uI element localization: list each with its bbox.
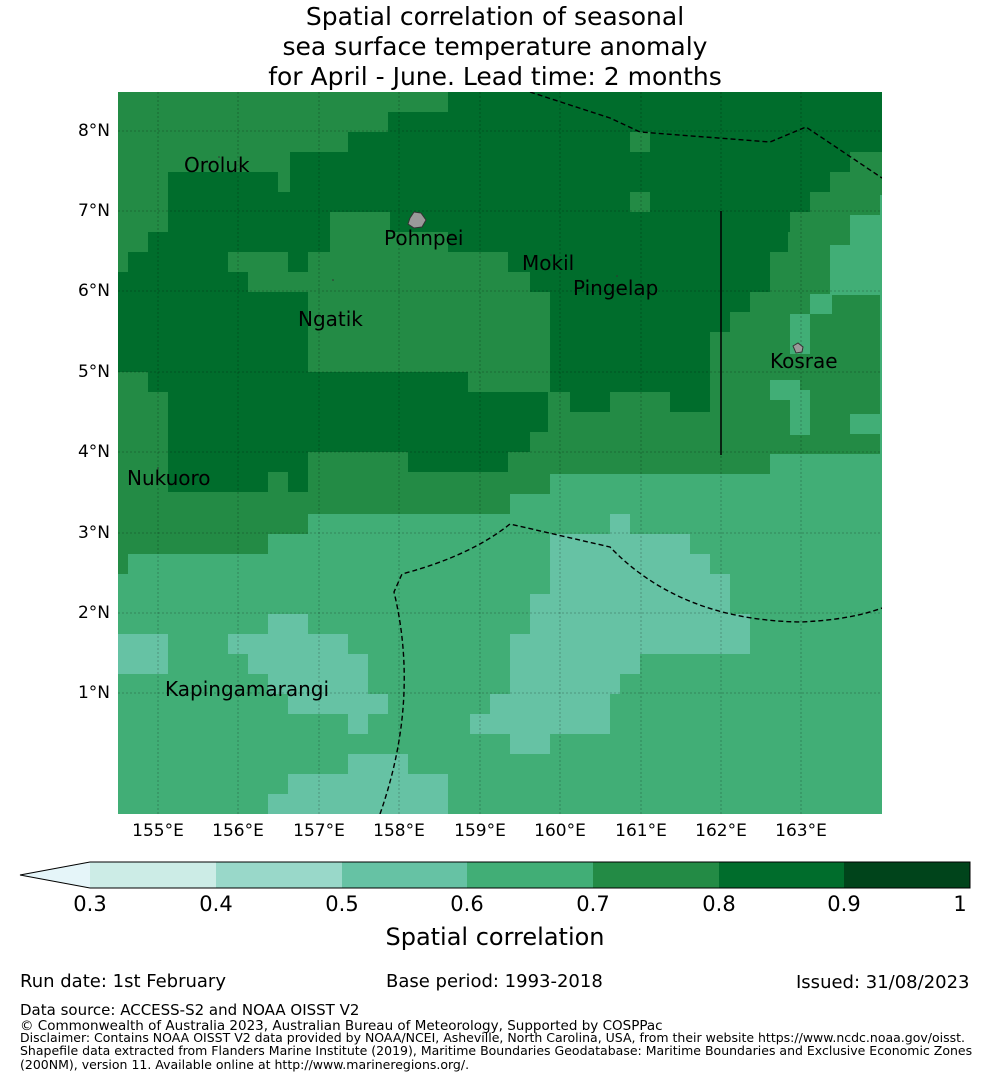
chart-title: Spatial correlation of seasonal sea surf… <box>0 2 990 92</box>
correlation-zone-0.5 <box>118 514 750 814</box>
copyright: © Commonwealth of Australia 2023, Austra… <box>20 1018 663 1034</box>
colorbar-segment-0.8 <box>719 862 844 888</box>
title-line-3: for April - June. Lead time: 2 months <box>268 62 722 91</box>
lat-tick-6n: 6°N <box>77 281 110 301</box>
colorbar-segment-0.9 <box>844 862 970 888</box>
place-kosrae: Kosrae <box>770 349 838 373</box>
colorbar-label: Spatial correlation <box>385 923 605 951</box>
lat-tick-1n: 1°N <box>77 683 110 703</box>
place-kapingamarangi: Kapingamarangi <box>165 677 330 701</box>
kosrae-island <box>792 342 804 354</box>
oroluk-atoll <box>218 156 220 158</box>
place-pingelap: Pingelap <box>573 276 659 300</box>
colorbar-tick-0.9: 0.9 <box>827 892 861 916</box>
pohnpei-island <box>407 211 427 229</box>
title-line-2: sea surface temperature anomaly <box>282 32 708 61</box>
colorbar-segment-0.4 <box>216 862 342 888</box>
colorbar-segment-0.3 <box>90 862 216 888</box>
colorbar <box>19 861 971 889</box>
lat-tick-5n: 5°N <box>77 362 110 382</box>
place-mokil: Mokil <box>522 251 575 275</box>
lat-tick-8n: 8°N <box>77 121 110 141</box>
colorbar-tick-0.6: 0.6 <box>450 892 484 916</box>
correlation-zone-0.7-central <box>118 132 650 392</box>
shapefile-credit-2: (200NM), version 11. Available online at… <box>20 1057 470 1072</box>
colorbar-segment-0.7 <box>593 862 719 888</box>
graticule <box>118 92 882 814</box>
lon-tick-155e: 155°E <box>132 821 184 841</box>
colorbar-segment-0.6 <box>467 862 593 888</box>
place-pohnpei: Pohnpei <box>384 226 464 250</box>
shapefile-credit-1: Shapefile data extracted from Flanders M… <box>20 1043 973 1058</box>
lon-tick-156e: 156°E <box>212 821 264 841</box>
lat-tick-7n: 7°N <box>77 201 110 221</box>
lon-tick-163e: 163°E <box>775 821 827 841</box>
place-nukuoro: Nukuoro <box>127 466 211 490</box>
map <box>118 92 882 814</box>
colorbar-tick-0.4: 0.4 <box>199 892 233 916</box>
lat-tick-4n: 4°N <box>77 442 110 462</box>
place-ngatik: Ngatik <box>298 307 363 331</box>
ngatik-atoll <box>332 279 334 281</box>
lon-tick-157e: 157°E <box>293 821 345 841</box>
mokil-atoll <box>550 254 552 256</box>
colorbar-tick-0.3: 0.3 <box>73 892 107 916</box>
run-date: Run date: 1st February <box>20 971 226 992</box>
colorbar-tick-0.7: 0.7 <box>576 892 610 916</box>
disclaimer: Disclaimer: Contains NOAA OISST V2 data … <box>20 1030 965 1045</box>
colorbar-tick-0.5: 0.5 <box>325 892 359 916</box>
data-source: Data source: ACCESS-S2 and NOAA OISST V2 <box>20 1001 360 1019</box>
colorbar-tick-0.8: 0.8 <box>702 892 736 916</box>
colorbar-tick-1: 1 <box>953 892 967 916</box>
nukuoro-atoll <box>157 467 159 469</box>
lat-tick-3n: 3°N <box>77 523 110 543</box>
eez-boundaries <box>379 92 882 814</box>
correlation-zone-0.8-ne <box>750 112 882 132</box>
title-line-1: Spatial correlation of seasonal <box>305 2 685 31</box>
issued-date: Issued: 31/08/2023 <box>796 972 970 993</box>
lon-tick-161e: 161°E <box>615 821 667 841</box>
place-oroluk: Oroluk <box>184 153 250 177</box>
colorbar-outline <box>19 861 971 889</box>
lon-tick-159e: 159°E <box>454 821 506 841</box>
pingelap-atoll <box>616 275 618 277</box>
lon-tick-162e: 162°E <box>695 821 747 841</box>
colorbar-segment-0.5 <box>342 862 467 888</box>
lon-tick-160e: 160°E <box>534 821 586 841</box>
base-period: Base period: 1993-2018 <box>386 971 603 992</box>
lon-tick-158e: 158°E <box>373 821 425 841</box>
lat-tick-2n: 2°N <box>77 603 110 623</box>
colorbar-extend-arrow <box>20 862 90 888</box>
